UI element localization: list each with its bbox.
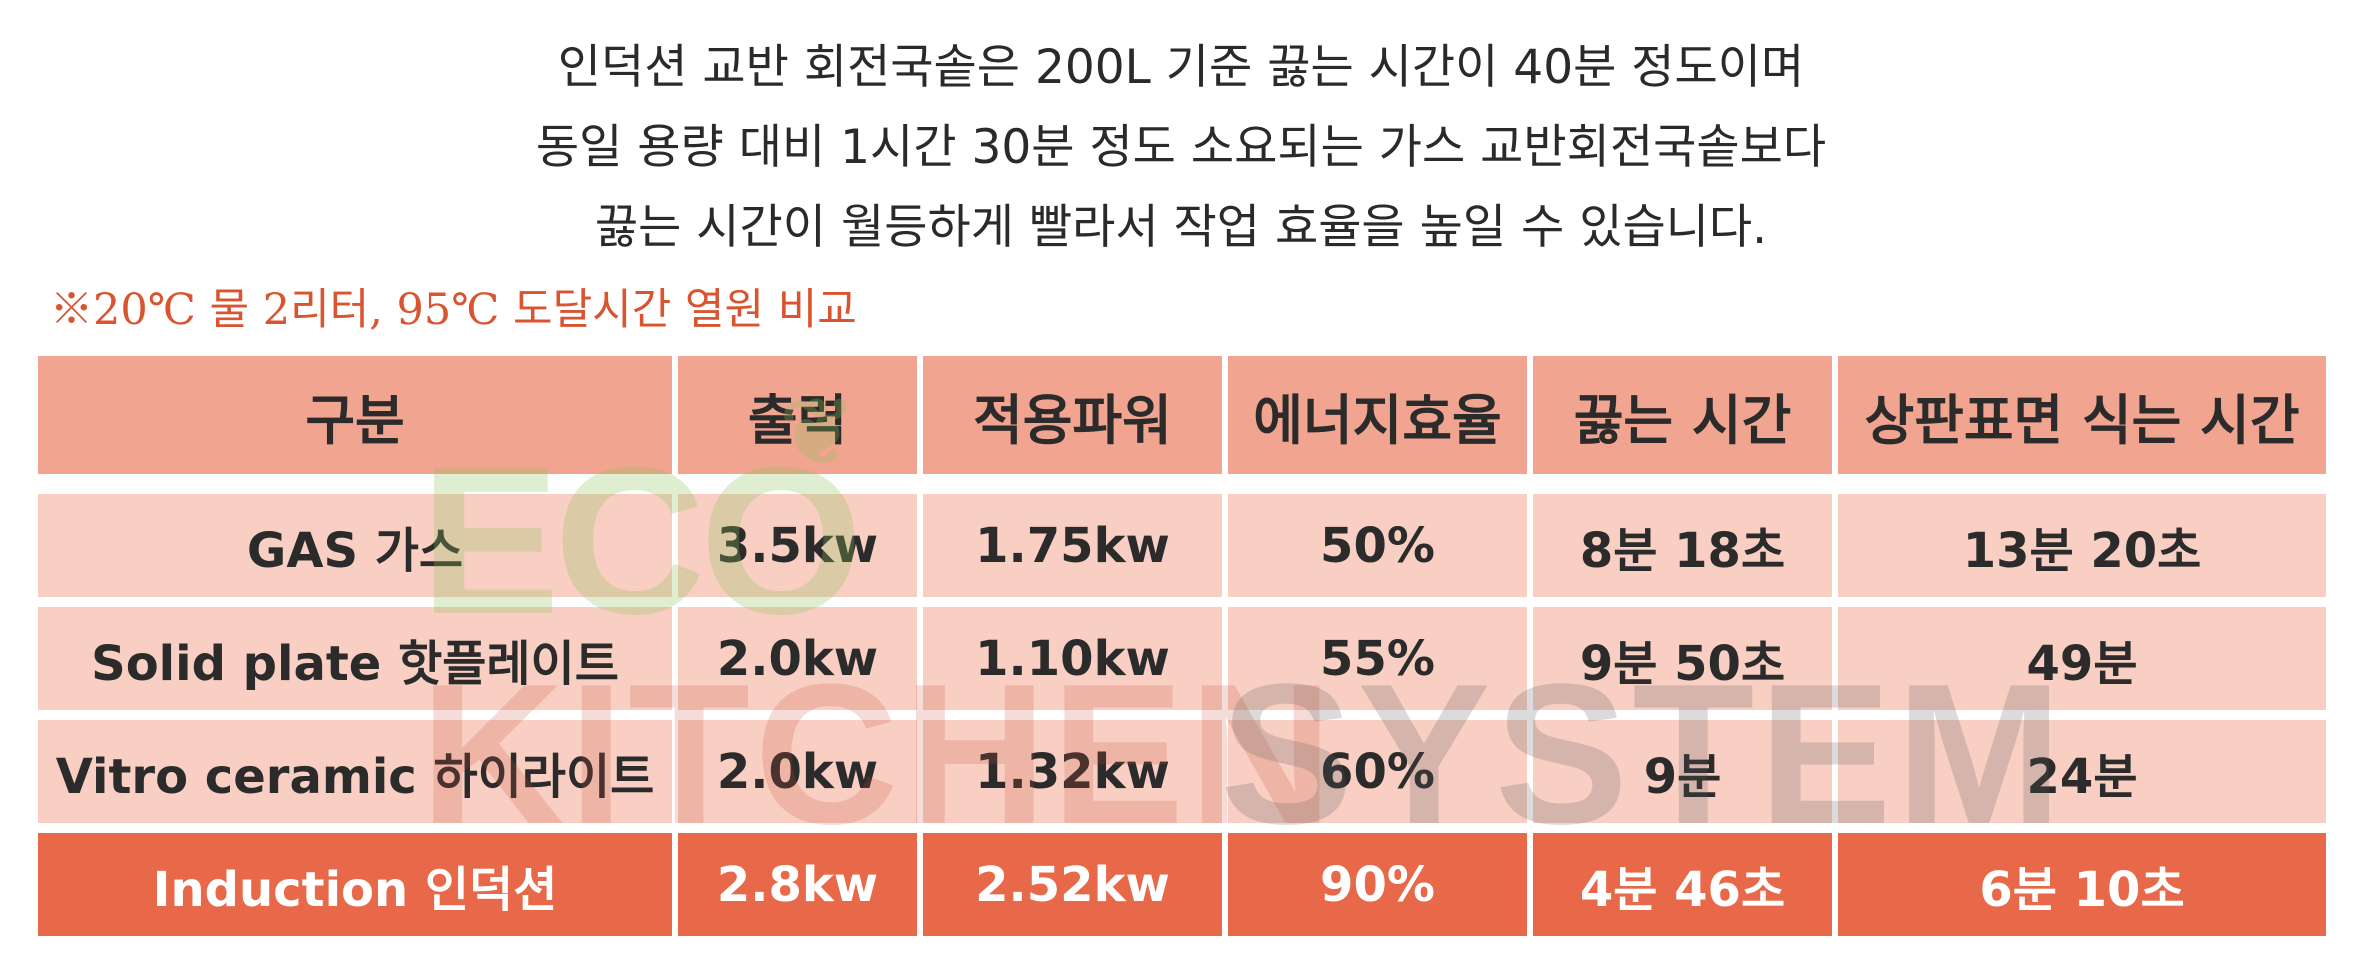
header-cell-cooling-time: 상판표면 식는 시간 (1838, 356, 2326, 474)
table-row: GAS 가스 3.5kw 1.75kw 50% 8분 18초 13분 20초 (38, 494, 2326, 597)
row-cell-cooling-time: 6분 10초 (1838, 833, 2326, 936)
row-cell-cooling-time: 24분 (1838, 720, 2326, 823)
header-cell-category: 구분 (38, 356, 678, 474)
table-row: Vitro ceramic 하이라이트 2.0kw 1.32kw 60% 9분 … (38, 720, 2326, 823)
header-cell-output: 출력 (678, 356, 923, 474)
row-cell-cooling-time: 49분 (1838, 607, 2326, 710)
row-cell-output: 3.5kw (678, 494, 923, 597)
row-cell-category: Solid plate 핫플레이트 (38, 607, 678, 710)
table-header-row: 구분 출력 적용파워 에너지효율 끓는 시간 상판표면 식는 시간 (38, 356, 2326, 474)
heat-source-comparison-table: 구분 출력 적용파워 에너지효율 끓는 시간 상판표면 식는 시간 GAS 가스… (38, 356, 2326, 946)
row-cell-energy-efficiency: 60% (1228, 720, 1533, 823)
header-cell-applied-power: 적용파워 (923, 356, 1228, 474)
row-cell-energy-efficiency: 50% (1228, 494, 1533, 597)
intro-text: 인덕션 교반 회전국솥은 200L 기준 끓는 시간이 40분 정도이며 동일 … (0, 28, 2362, 268)
row-cell-energy-efficiency: 90% (1228, 833, 1533, 936)
row-cell-boiling-time: 9분 50초 (1533, 607, 1838, 710)
row-cell-output: 2.8kw (678, 833, 923, 936)
row-cell-output: 2.0kw (678, 607, 923, 710)
row-cell-energy-efficiency: 55% (1228, 607, 1533, 710)
table-row-highlighted: Induction 인덕션 2.8kw 2.52kw 90% 4분 46초 6분… (38, 833, 2326, 936)
row-cell-applied-power: 1.75kw (923, 494, 1228, 597)
row-cell-applied-power: 1.32kw (923, 720, 1228, 823)
row-cell-cooling-time: 13분 20초 (1838, 494, 2326, 597)
row-cell-applied-power: 2.52kw (923, 833, 1228, 936)
row-cell-category: Vitro ceramic 하이라이트 (38, 720, 678, 823)
row-cell-applied-power: 1.10kw (923, 607, 1228, 710)
header-cell-energy-efficiency: 에너지효율 (1228, 356, 1533, 474)
intro-line: 인덕션 교반 회전국솥은 200L 기준 끓는 시간이 40분 정도이며 (557, 40, 1805, 95)
table-row: Solid plate 핫플레이트 2.0kw 1.10kw 55% 9분 50… (38, 607, 2326, 710)
row-cell-boiling-time: 8분 18초 (1533, 494, 1838, 597)
intro-line: 끓는 시간이 월등하게 빨라서 작업 효율을 높일 수 있습니다. (594, 200, 1768, 255)
comparison-note: ※20℃ 물 2리터, 95℃ 도달시간 열원 비교 (50, 285, 857, 335)
row-cell-output: 2.0kw (678, 720, 923, 823)
row-cell-boiling-time: 9분 (1533, 720, 1838, 823)
header-cell-boiling-time: 끓는 시간 (1533, 356, 1838, 474)
row-cell-category: Induction 인덕션 (38, 833, 678, 936)
row-cell-category: GAS 가스 (38, 494, 678, 597)
intro-line: 동일 용량 대비 1시간 30분 정도 소요되는 가스 교반회전국솥보다 (535, 120, 1827, 175)
row-cell-boiling-time: 4분 46초 (1533, 833, 1838, 936)
